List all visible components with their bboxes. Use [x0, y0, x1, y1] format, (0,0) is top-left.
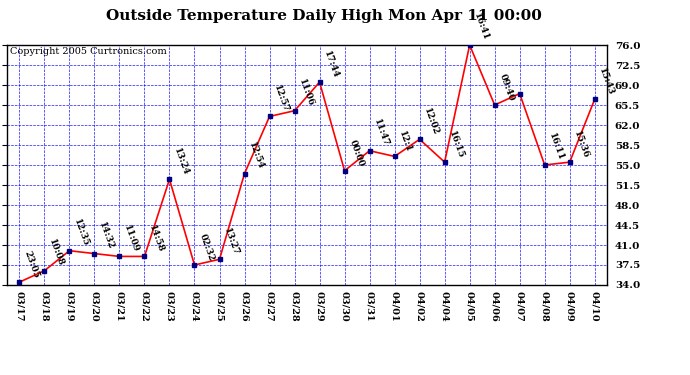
Text: 12:35: 12:35 [72, 218, 90, 248]
Text: 09:40: 09:40 [497, 72, 515, 102]
Text: 15:36: 15:36 [573, 129, 591, 159]
Text: 14:58: 14:58 [147, 224, 166, 254]
Text: Outside Temperature Daily High Mon Apr 11 00:00: Outside Temperature Daily High Mon Apr 1… [106, 9, 542, 23]
Text: Copyright 2005 Curtronics.com: Copyright 2005 Curtronics.com [10, 47, 167, 56]
Text: 12:02: 12:02 [422, 106, 441, 136]
Text: 11:09: 11:09 [122, 224, 141, 254]
Text: 16:41: 16:41 [473, 12, 491, 42]
Text: 12:1: 12:1 [397, 129, 413, 154]
Text: 14:32: 14:32 [97, 221, 115, 251]
Text: 11:47: 11:47 [373, 118, 391, 148]
Text: 16:15: 16:15 [447, 129, 466, 159]
Text: 13:24: 13:24 [172, 146, 190, 177]
Text: 10:08: 10:08 [47, 238, 66, 268]
Text: 13:27: 13:27 [222, 226, 241, 256]
Text: 17:44: 17:44 [322, 50, 341, 80]
Text: 12:57: 12:57 [273, 84, 290, 114]
Text: 12:54: 12:54 [247, 141, 266, 171]
Text: 15:43: 15:43 [598, 66, 615, 96]
Text: 00:00: 00:00 [347, 138, 366, 168]
Text: 23:05: 23:05 [22, 249, 41, 279]
Text: 02:32: 02:32 [197, 232, 215, 262]
Text: 16:11: 16:11 [547, 132, 566, 162]
Text: 11:06: 11:06 [297, 78, 315, 108]
